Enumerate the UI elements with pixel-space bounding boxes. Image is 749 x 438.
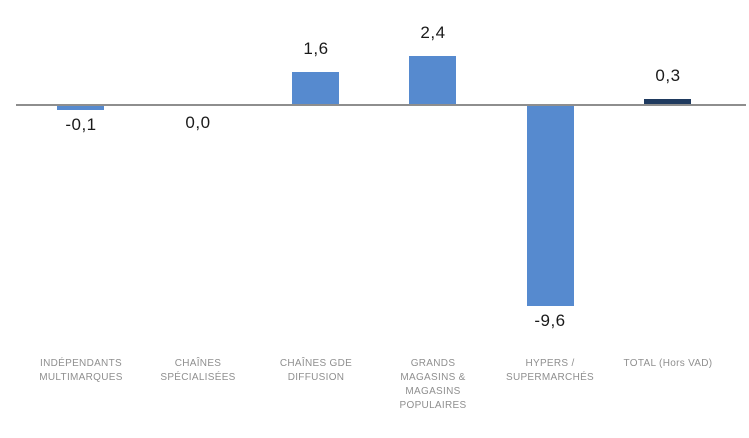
bar (292, 72, 339, 106)
category-label: CHAÎNES GDE DIFFUSION (279, 358, 353, 383)
bar (409, 56, 456, 106)
bar (644, 99, 691, 106)
bar-value-label: 0,0 (185, 113, 211, 132)
bar-value-label: -9,6 (534, 311, 566, 330)
x-axis-line (16, 104, 746, 106)
bar (527, 105, 574, 306)
category-label: INDÉPENDANTS MULTIMARQUES (39, 358, 123, 383)
category-label: GRANDS MAGASINS & MAGASINS POPULAIRES (399, 358, 467, 411)
bar-value-label: -0,1 (65, 115, 97, 134)
bar (57, 105, 104, 110)
bar-value-label: 1,6 (303, 39, 329, 58)
bar-value-label: 0,3 (655, 66, 681, 85)
category-label: HYPERS / SUPERMARCHÉS (505, 358, 595, 383)
category-label: CHAÎNES SPÉCIALISÉES (160, 358, 236, 383)
category-label: TOTAL (Hors VAD) (623, 358, 713, 369)
bar-value-label: 2,4 (420, 23, 446, 42)
